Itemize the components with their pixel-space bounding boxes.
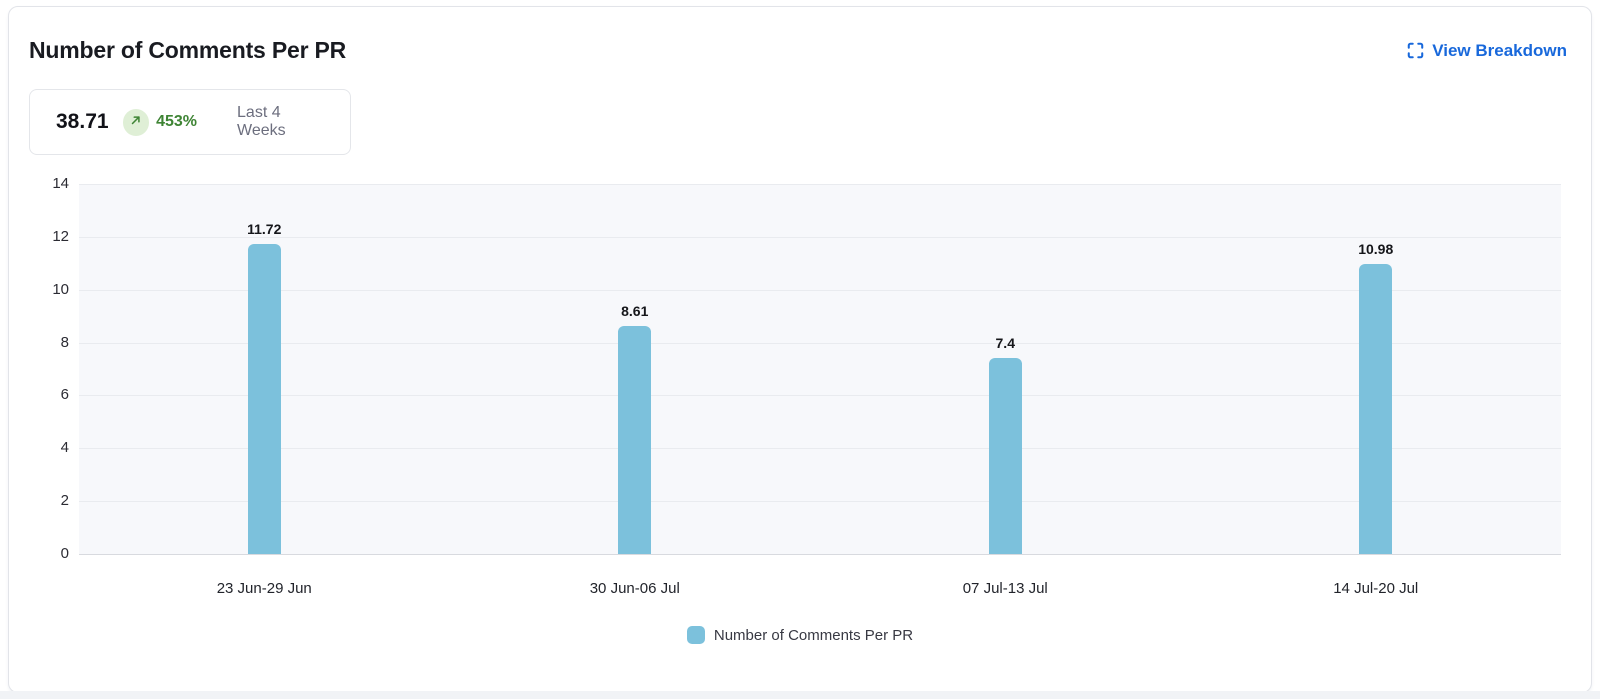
- plot-area: [79, 184, 1561, 555]
- stat-value: 38.71: [56, 110, 109, 133]
- expand-icon: [1406, 41, 1425, 60]
- view-breakdown-link[interactable]: View Breakdown: [1406, 41, 1567, 61]
- y-axis-tick-label: 14: [52, 175, 69, 192]
- bar[interactable]: [247, 244, 281, 554]
- chart-legend: Number of Comments Per PR: [9, 626, 1591, 644]
- card-header: Number of Comments Per PR View Breakdown: [29, 37, 1567, 64]
- gridline: [79, 554, 1561, 555]
- gridline: [79, 448, 1561, 450]
- legend-swatch[interactable]: [686, 626, 705, 644]
- gridline: [79, 289, 1561, 291]
- gridline: [79, 184, 1561, 185]
- x-axis-label: 07 Jul-13 Jul: [962, 580, 1048, 597]
- arrow-up-right-icon: [129, 113, 143, 132]
- trend-percent: 453%: [156, 113, 198, 130]
- y-axis-tick-label: 4: [60, 439, 69, 457]
- bar-value-label: 11.72: [247, 221, 282, 238]
- bar-chart: 0 2 4 6 8 10 12 14 11.72 23 Jun-29 Jun 8.61 30 Jun…: [9, 7, 1591, 692]
- gridline: [79, 342, 1561, 344]
- y-axis-tick-label: 12: [52, 227, 69, 245]
- legend-label[interactable]: Number of Comments Per PR: [713, 626, 914, 644]
- gridline: [79, 501, 1561, 503]
- bar-value-label: 7.4: [995, 335, 1015, 352]
- y-axis-tick-label: 6: [60, 386, 69, 404]
- gridline: [79, 395, 1561, 397]
- gridline: [79, 236, 1561, 238]
- comments-per-pr-card: Number of Comments Per PR View Breakdown…: [8, 6, 1592, 693]
- y-axis-tick-label: 10: [52, 280, 69, 298]
- y-axis-tick-label: 0: [60, 545, 69, 562]
- x-axis-label: 14 Jul-20 Jul: [1333, 580, 1419, 597]
- bar-value-label: 8.61: [621, 303, 649, 320]
- bar[interactable]: [1359, 263, 1393, 554]
- card-title: Number of Comments Per PR: [29, 37, 347, 63]
- stat-period-label: Last 4 Weeks: [237, 104, 286, 139]
- y-axis-tick-label: 2: [60, 492, 69, 510]
- y-axis-tick-label: 8: [60, 333, 69, 351]
- bar[interactable]: [618, 326, 652, 554]
- bar[interactable]: [988, 358, 1022, 554]
- summary-stat-box: 38.71 453% Last 4 Weeks: [29, 89, 351, 155]
- x-axis-label: 23 Jun-29 Jun: [216, 580, 312, 597]
- page-background-strip: [0, 691, 1600, 699]
- bar-value-label: 10.98: [1358, 240, 1394, 257]
- trend-up-badge: [122, 108, 150, 136]
- view-breakdown-label: View Breakdown: [1432, 40, 1567, 60]
- x-axis-label: 30 Jun-06 Jul: [589, 580, 680, 597]
